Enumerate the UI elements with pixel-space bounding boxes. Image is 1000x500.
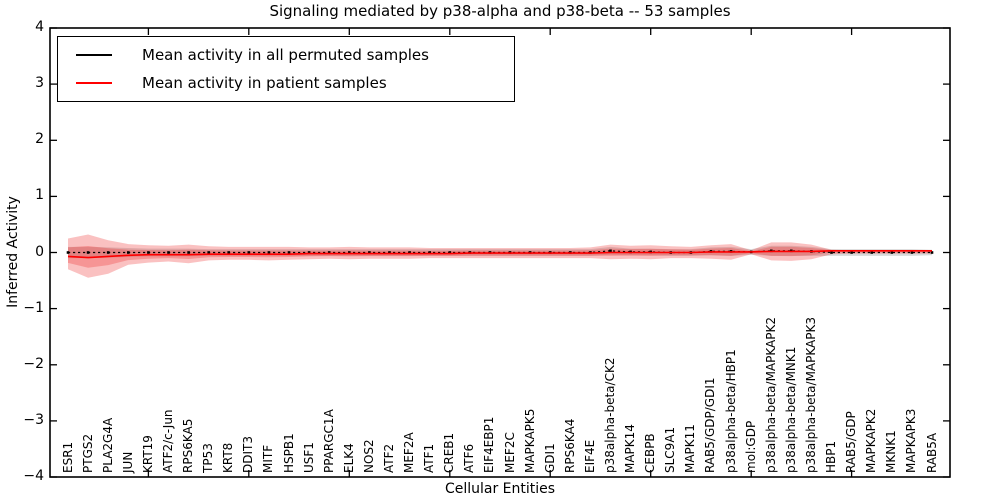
y-tick-label: −3 — [23, 411, 44, 428]
legend-entry-permuted: Mean activity in all permuted samples — [58, 41, 514, 69]
permuted-mean-marker — [106, 251, 110, 254]
x-entity-label: p38alpha-beta/MAPKAPK2 — [763, 317, 778, 473]
permuted-mean-marker — [227, 251, 230, 254]
y-tick-label: 3 — [35, 75, 44, 92]
x-entity-label: RAB5/GDP/GDI1 — [703, 377, 718, 473]
legend-line-red-icon — [76, 82, 112, 84]
patient-band-outer — [68, 234, 932, 278]
x-entity-label: p38alpha-beta/MNK1 — [783, 346, 798, 473]
permuted-mean-marker — [870, 251, 873, 254]
permuted-mean-marker — [207, 251, 210, 254]
permuted-mean-marker — [66, 251, 70, 254]
legend-line-black-icon — [76, 54, 112, 56]
x-entity-label: ESR1 — [60, 441, 75, 473]
permuted-mean-marker — [910, 251, 914, 254]
y-tick-label: −2 — [23, 355, 44, 372]
x-entity-label: EIF4EBP1 — [482, 416, 497, 473]
x-entity-label: MITF — [261, 444, 276, 473]
x-entity-label: ATF2 — [381, 443, 396, 473]
x-entity-label: GDI1 — [542, 443, 557, 473]
legend: Mean activity in all permuted samples Me… — [57, 36, 515, 102]
x-entity-label: PPARGC1A — [321, 409, 336, 473]
x-entity-label: DDIT3 — [241, 436, 256, 473]
x-entity-label: NOS2 — [361, 439, 376, 473]
x-entity-label: RPS6KA5 — [181, 418, 196, 473]
y-tick-label: 0 — [35, 243, 44, 260]
x-entity-label: JUN — [120, 451, 135, 473]
permuted-mean-marker — [267, 251, 271, 254]
x-entity-label: p38alpha-beta/MAPKAPK3 — [803, 317, 818, 473]
legend-entry-patient: Mean activity in patient samples — [58, 69, 514, 97]
permuted-mean-marker — [830, 251, 833, 254]
x-entity-label: SLC9A1 — [663, 426, 678, 473]
x-entity-label: MAPK14 — [623, 424, 638, 473]
x-entity-label: HSPB1 — [281, 433, 296, 473]
permuted-mean-marker — [850, 251, 853, 254]
x-entity-label: MEF2A — [402, 432, 417, 473]
x-entity-label: RAB5/GDP — [844, 411, 859, 473]
x-entity-label: CREB1 — [442, 432, 457, 473]
x-entity-label: ATF6 — [462, 443, 477, 473]
permuted-mean-marker — [448, 251, 452, 254]
permuted-mean-marker — [388, 251, 391, 254]
y-tick-label: 4 — [35, 19, 44, 35]
chart-title: Signaling mediated by p38-alpha and p38-… — [269, 2, 731, 20]
x-entity-label: KRT19 — [140, 435, 155, 473]
x-entity-label: MAPKAPK3 — [904, 408, 919, 473]
permuted-mean-marker — [167, 251, 170, 254]
x-entity-label: MAPKAPK5 — [522, 408, 537, 473]
x-entity-label: MEF2C — [502, 432, 517, 473]
x-entity-label: ATF2/c-Jun — [160, 409, 175, 473]
x-entity-label: MAPKAPK2 — [864, 408, 879, 473]
permuted-mean-marker — [890, 251, 894, 254]
permuted-mean-marker — [428, 251, 431, 254]
permuted-mean-marker — [609, 249, 612, 253]
permuted-mean-marker — [147, 251, 150, 254]
permuted-mean-marker — [348, 251, 351, 254]
permuted-mean-marker — [247, 251, 251, 254]
permuted-mean-marker — [327, 251, 331, 254]
permuted-mean-marker — [368, 251, 371, 254]
permuted-mean-marker — [86, 251, 90, 254]
x-entity-label: MAPK11 — [683, 424, 698, 473]
x-entity-label: mol:GDP — [743, 420, 758, 473]
legend-label-patient: Mean activity in patient samples — [142, 74, 387, 92]
x-axis-label: Cellular Entities — [444, 481, 556, 497]
x-entity-label: TP53 — [201, 443, 216, 473]
x-entity-label: KRT8 — [221, 442, 236, 473]
y-tick-label: −4 — [23, 468, 44, 484]
y-tick-label: 2 — [35, 131, 44, 148]
y-tick-label: 1 — [35, 187, 44, 204]
x-entity-label: CEBPB — [643, 433, 658, 473]
x-entity-label: USF1 — [301, 442, 316, 473]
x-entity-label: ATF1 — [422, 443, 437, 473]
patient-mean-line — [67, 250, 932, 259]
x-entity-label: PLA2G4A — [100, 417, 115, 473]
permuted-mean-marker — [408, 251, 411, 254]
x-entity-label: ELK4 — [341, 443, 356, 473]
x-entity-label: RPS6KA4 — [562, 418, 577, 473]
x-entity-label: MKNK1 — [884, 430, 899, 473]
x-entity-label: p38alpha-beta/HBP1 — [723, 349, 738, 473]
legend-label-permuted: Mean activity in all permuted samples — [142, 46, 429, 64]
x-entity-label: EIF4E — [582, 439, 597, 473]
permuted-mean-marker — [307, 251, 311, 254]
y-tick-label: −1 — [23, 299, 44, 316]
permuted-mean-marker — [187, 251, 190, 254]
permuted-mean-marker — [127, 251, 130, 254]
permuted-mean-marker — [287, 251, 291, 254]
permuted-mean-marker — [930, 251, 934, 254]
x-entity-label: HBP1 — [824, 440, 839, 473]
x-entity-label: p38alpha-beta/CK2 — [603, 357, 617, 473]
x-entity-label: PTGS2 — [80, 433, 95, 473]
x-entity-label: RAB5A — [924, 432, 939, 473]
